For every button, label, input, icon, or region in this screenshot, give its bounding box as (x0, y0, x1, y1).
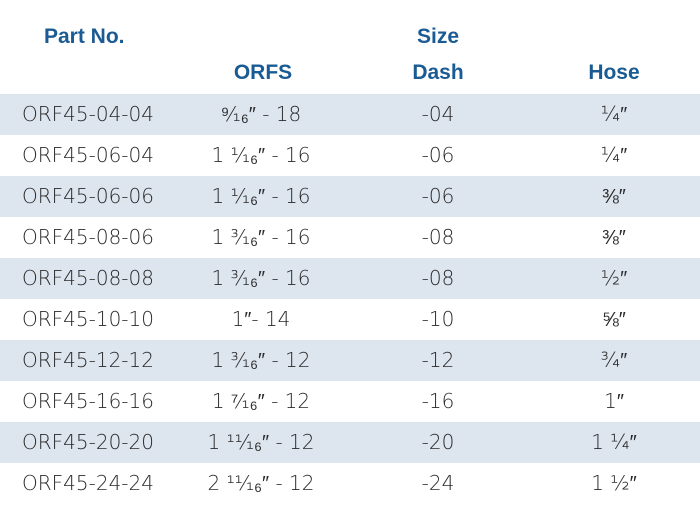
header-size: Size (416, 25, 460, 48)
part-number-cell: ORF45-16-16 (22, 389, 154, 413)
dash-size-cell: -20 (421, 430, 455, 454)
dash-size-cell: -08 (421, 225, 455, 249)
orfs-size-cell: 1″- 14 (231, 307, 291, 331)
part-number-cell: ORF45-08-08 (22, 266, 154, 290)
table-row: ORF45-24-24 2 ¹¹⁄₁₆″ - 12 -24 1 ½″ (0, 463, 700, 504)
dash-size-cell: -16 (421, 389, 455, 413)
header-dash: Dash (412, 61, 464, 84)
part-number-cell: ORF45-24-24 (22, 471, 154, 495)
table-row: ORF45-06-04 1 ¹⁄₁₆″ - 16 -06 ¼″ (0, 135, 700, 176)
table-row: ORF45-16-16 1 ⁷⁄₁₆″ - 12 -16 1″ (0, 381, 700, 422)
hose-size-cell: 1″ (604, 389, 624, 413)
hose-size-cell: 1 ¼″ (591, 430, 637, 454)
table-row: ORF45-06-06 1 ¹⁄₁₆″ - 16 -06 ⅜″ (0, 176, 700, 217)
part-number-cell: ORF45-04-04 (22, 102, 154, 126)
header-hose: Hose (588, 61, 640, 84)
orfs-size-cell: 1 ³⁄₁₆″ - 12 (211, 348, 311, 372)
part-number-cell: ORF45-12-12 (22, 348, 154, 372)
part-number-cell: ORF45-06-06 (22, 184, 154, 208)
hose-size-cell: ⅜″ (602, 184, 626, 208)
table-header: Part No. ORFS Size Dash Hose (0, 0, 700, 94)
orfs-size-cell: 1 ³⁄₁₆″ - 16 (211, 266, 311, 290)
part-number-cell: ORF45-10-10 (22, 307, 154, 331)
orfs-size-cell: 1 ¹⁄₁₆″ - 16 (211, 143, 311, 167)
parts-table: ORF45-04-04 ⁹⁄₁₆″ - 18 -04 ¼″ ORF45-06-0… (0, 94, 700, 504)
table-row: ORF45-10-10 1″- 14 -10 ⅝″ (0, 299, 700, 340)
table-row: ORF45-08-08 1 ³⁄₁₆″ - 16 -08 ½″ (0, 258, 700, 299)
table-row: ORF45-04-04 ⁹⁄₁₆″ - 18 -04 ¼″ (0, 94, 700, 135)
table-row: ORF45-08-06 1 ³⁄₁₆″ - 16 -08 ⅜″ (0, 217, 700, 258)
dash-size-cell: -24 (421, 471, 455, 495)
orfs-size-cell: 1 ³⁄₁₆″ - 16 (211, 225, 311, 249)
orfs-size-cell: 1 ¹⁄₁₆″ - 16 (211, 184, 311, 208)
part-number-cell: ORF45-20-20 (22, 430, 154, 454)
orfs-size-cell: ⁹⁄₁₆″ - 18 (220, 102, 302, 126)
header-orfs: ORFS (233, 61, 293, 84)
orfs-size-cell: 1 ⁷⁄₁₆″ - 12 (211, 389, 311, 413)
dash-size-cell: -04 (421, 102, 455, 126)
dash-size-cell: -06 (421, 143, 455, 167)
dash-size-cell: -08 (421, 266, 455, 290)
hose-size-cell: ¼″ (600, 102, 628, 126)
hose-size-cell: ½″ (600, 266, 628, 290)
part-number-cell: ORF45-08-06 (22, 225, 154, 249)
part-number-cell: ORF45-06-04 (22, 143, 154, 167)
table-row: ORF45-12-12 1 ³⁄₁₆″ - 12 -12 ¾″ (0, 340, 700, 381)
dash-size-cell: -10 (421, 307, 455, 331)
dash-size-cell: -06 (421, 184, 455, 208)
orfs-size-cell: 2 ¹¹⁄₁₆″ - 12 (207, 471, 315, 495)
header-part-no: Part No. (44, 25, 125, 48)
table-row: ORF45-20-20 1 ¹¹⁄₁₆″ - 12 -20 1 ¼″ (0, 422, 700, 463)
hose-size-cell: ⅜″ (602, 225, 626, 249)
dash-size-cell: -12 (421, 348, 455, 372)
orfs-size-cell: 1 ¹¹⁄₁₆″ - 12 (207, 430, 315, 454)
hose-size-cell: ⅝″ (602, 307, 626, 331)
hose-size-cell: ¾″ (600, 348, 628, 372)
hose-size-cell: ¼″ (600, 143, 628, 167)
hose-size-cell: 1 ½″ (591, 471, 637, 495)
